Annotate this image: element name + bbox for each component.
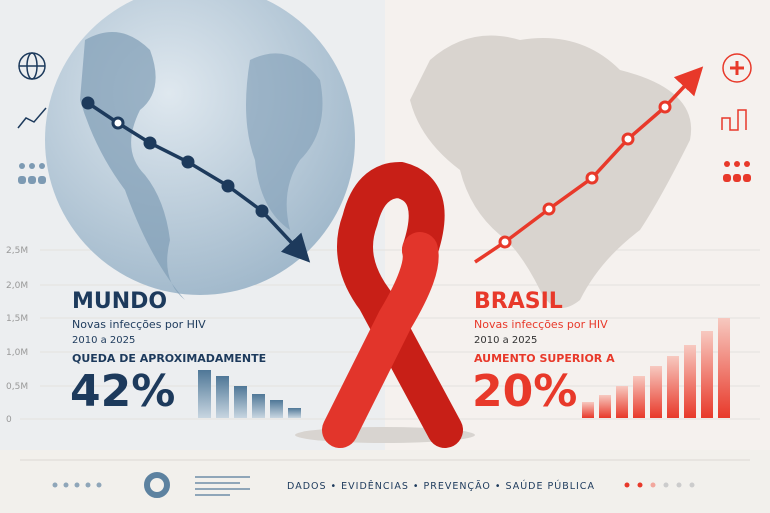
- title: BRASIL: [474, 289, 563, 314]
- stat: 20%: [472, 366, 577, 417]
- world-block: MUNDO Novas infecções por HIV 2010 a 202…: [70, 289, 266, 417]
- people-icon: [18, 163, 46, 184]
- title: MUNDO: [72, 289, 167, 314]
- axis-label: 0: [6, 415, 12, 425]
- period: 2010 a 2025: [72, 335, 135, 346]
- decline-bars: [198, 370, 301, 418]
- people-icon: [723, 161, 751, 182]
- caption: QUEDA DE APROXIMADAMENTE: [72, 352, 266, 365]
- caption: AUMENTO SUPERIOR A: [474, 352, 615, 365]
- ribbon: [322, 161, 463, 448]
- growth-bars: [582, 318, 730, 418]
- axis-label: 2,0M: [6, 281, 28, 291]
- icons: [17, 52, 752, 131]
- axis-label: 0,5M: [6, 382, 28, 392]
- brazil-block: BRASIL Novas infecções por HIV 2010 a 20…: [472, 289, 615, 417]
- trend-points: [81, 96, 269, 218]
- axis-label: 1,5M: [6, 314, 28, 324]
- continent: [80, 32, 185, 300]
- continent: [246, 53, 323, 231]
- brazil-map: [410, 35, 692, 308]
- subtitle: Novas infecções por HIV: [72, 318, 206, 331]
- axis-label: 1,0M: [6, 348, 28, 358]
- footer-deco: [52, 472, 695, 498]
- stat: 42%: [70, 366, 175, 417]
- footer-text: DADOS • EVIDÊNCIAS • PREVENÇÃO • SAÚDE P…: [287, 480, 595, 492]
- axis-label: 2,5M: [6, 246, 28, 256]
- subtitle: Novas infecções por HIV: [474, 318, 608, 331]
- axis: 2,5M 2,0M 1,5M 1,0M 0,5M 0: [6, 246, 28, 425]
- trend-points: [498, 100, 672, 249]
- period: 2010 a 2025: [474, 335, 537, 346]
